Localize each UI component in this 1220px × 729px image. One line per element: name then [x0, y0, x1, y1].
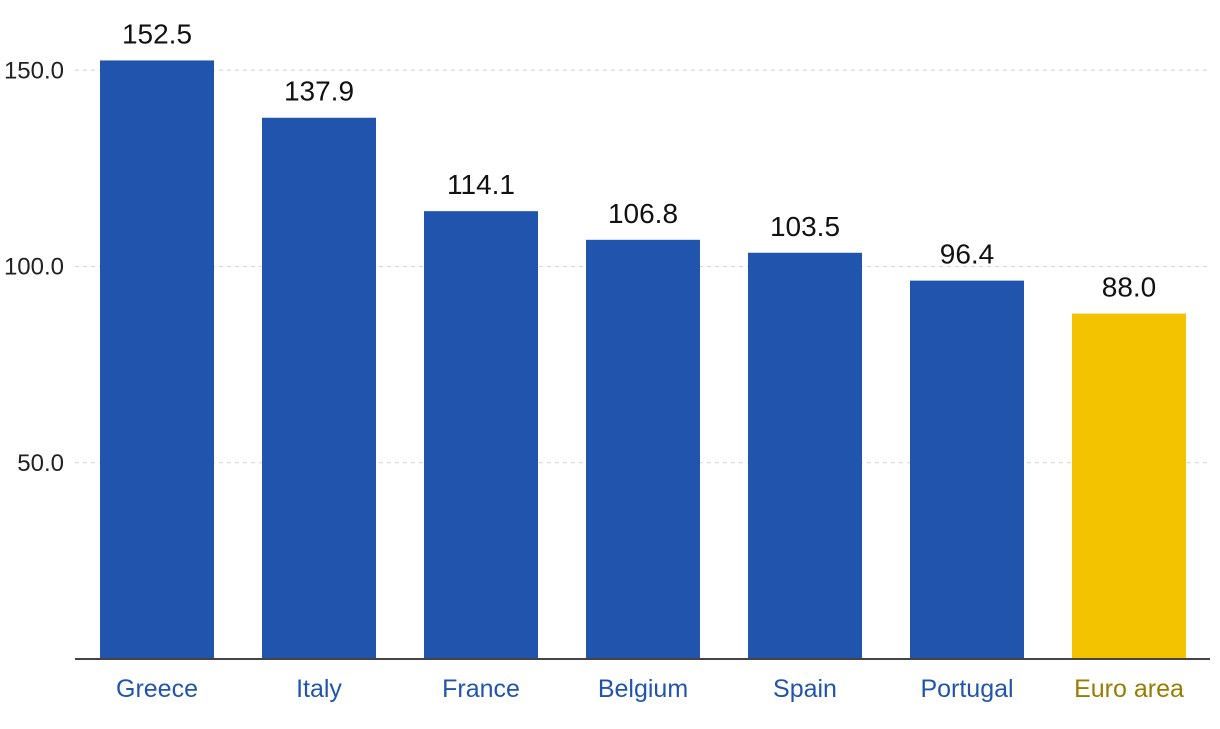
- value-labels: 152.5 137.9 114.1 106.8 103.5 96.4 88.0: [122, 18, 1156, 302]
- category-label: France: [442, 675, 520, 703]
- y-tick-label: 150.0: [4, 57, 64, 84]
- value-label: 88.0: [1102, 272, 1157, 303]
- category-label: Spain: [773, 675, 837, 703]
- value-label: 152.5: [122, 18, 192, 49]
- category-label: Euro area: [1074, 675, 1184, 703]
- value-label: 106.8: [608, 198, 678, 229]
- bar-spain: [748, 252, 862, 659]
- bar-italy: [262, 117, 376, 660]
- y-axis-ticks: 50.0 100.0 150.0: [4, 57, 64, 477]
- value-label: 96.4: [940, 239, 995, 270]
- category-label: Belgium: [598, 675, 688, 703]
- category-labels: Greece Italy France Belgium Spain Portugal Eur…: [116, 675, 1184, 703]
- category-label: Italy: [296, 675, 342, 703]
- bar-greece: [100, 60, 214, 659]
- y-tick-label: 50.0: [17, 450, 64, 477]
- category-label: Portugal: [920, 675, 1013, 703]
- y-tick-label: 100.0: [4, 254, 64, 281]
- value-label: 137.9: [284, 76, 354, 107]
- value-label: 103.5: [770, 211, 840, 242]
- bars: [100, 60, 1186, 660]
- bar-portugal: [910, 280, 1024, 659]
- value-label: 114.1: [447, 169, 515, 200]
- bar-belgium: [586, 239, 700, 659]
- category-label: Greece: [116, 675, 198, 703]
- bar-euro-area: [1072, 313, 1186, 659]
- bar-france: [424, 211, 538, 659]
